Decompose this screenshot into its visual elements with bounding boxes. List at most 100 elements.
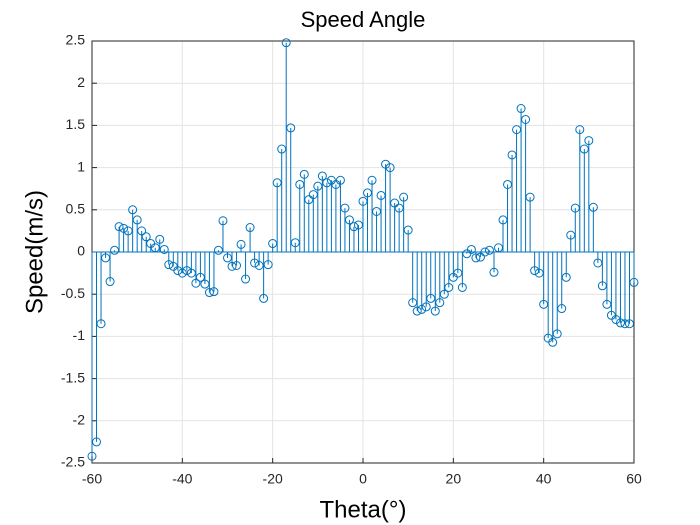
stem-marker xyxy=(200,279,210,289)
stem-marker xyxy=(466,244,476,254)
stem-marker xyxy=(620,319,630,329)
stem-marker xyxy=(566,230,576,240)
stem-marker xyxy=(403,225,413,235)
stem-marker xyxy=(114,222,124,232)
stem-marker xyxy=(516,104,526,114)
stem-marker xyxy=(173,266,183,276)
stem-marker xyxy=(87,451,97,461)
stem-marker xyxy=(444,282,454,292)
y-tick-label: 0 xyxy=(77,243,85,259)
stem-marker xyxy=(290,238,300,248)
stem-marker xyxy=(150,243,160,253)
stem-marker xyxy=(155,234,165,244)
stem-marker xyxy=(584,136,594,146)
stem-marker xyxy=(218,216,228,226)
stem-marker xyxy=(615,318,625,328)
stem-marker xyxy=(353,220,363,230)
stem-marker xyxy=(344,215,354,225)
stem-marker xyxy=(521,114,531,124)
stem-marker xyxy=(313,181,323,191)
stem-marker xyxy=(484,245,494,255)
stem-marker xyxy=(263,260,273,270)
stem-marker xyxy=(259,293,269,303)
stem-marker xyxy=(588,202,598,212)
y-tick-label: 2.5 xyxy=(66,32,86,48)
stem-marker xyxy=(471,253,481,263)
stem-marker xyxy=(92,437,102,447)
stem-marker xyxy=(245,223,255,233)
y-tick-label: -1 xyxy=(73,327,86,343)
stem-marker xyxy=(435,298,445,308)
stem-marker xyxy=(426,293,436,303)
stem-marker xyxy=(561,272,571,282)
stem-marker xyxy=(177,268,187,278)
stem-marker xyxy=(498,215,508,225)
stem-marker xyxy=(494,243,503,253)
stem-marker xyxy=(489,267,499,277)
stem-marker xyxy=(141,232,151,242)
stem-marker xyxy=(480,247,490,257)
stem-marker xyxy=(367,175,377,185)
stem-marker xyxy=(110,245,120,255)
stem-marker xyxy=(602,299,612,309)
stem-marker xyxy=(475,252,485,262)
y-tick-label: -2.5 xyxy=(61,454,85,470)
stem-marker xyxy=(525,192,535,202)
stem-marker xyxy=(101,253,111,263)
stem-marker xyxy=(430,306,440,316)
stem-marker xyxy=(223,253,232,263)
stem-marker xyxy=(557,304,567,314)
stem-marker xyxy=(128,205,138,215)
y-tick-label: -2 xyxy=(73,412,86,428)
x-tick-label: -40 xyxy=(172,471,192,487)
stem-marker xyxy=(349,222,359,232)
stem-marker xyxy=(164,260,174,270)
stem-marker xyxy=(236,239,246,249)
y-axis-label: Speed(m/s) xyxy=(21,190,48,314)
stem-marker xyxy=(182,266,192,276)
stem-marker xyxy=(299,169,309,179)
stem-marker xyxy=(363,188,373,198)
stem-marker xyxy=(340,203,350,213)
x-tick-label: 20 xyxy=(446,471,462,487)
stem-marker xyxy=(209,287,219,297)
stem-marker xyxy=(186,268,196,278)
y-tick-label: -0.5 xyxy=(61,285,85,301)
stem-marker xyxy=(408,298,418,308)
stem-marker xyxy=(250,258,260,268)
stem-marker xyxy=(394,203,404,213)
x-tick-label: 40 xyxy=(536,471,552,487)
stem-marker xyxy=(575,125,585,135)
stem-marker xyxy=(119,223,129,233)
y-tick-label: 2 xyxy=(77,74,85,90)
stem-marker xyxy=(579,144,589,154)
y-tick-label: 0.5 xyxy=(66,201,86,217)
stem-marker xyxy=(232,261,242,271)
stem-marker xyxy=(304,195,314,205)
stem-marker xyxy=(421,302,431,312)
stem-marker xyxy=(335,175,345,185)
stem-marker xyxy=(295,179,305,189)
stem-marker xyxy=(372,206,382,216)
y-tick-label: -1.5 xyxy=(61,369,85,385)
y-tick-label: 1 xyxy=(77,158,85,174)
stem-marker xyxy=(457,282,467,292)
stem-marker xyxy=(96,319,106,329)
stem-marker xyxy=(213,245,223,255)
stem-marker xyxy=(358,196,368,206)
stem-marker xyxy=(254,261,264,271)
stem-marker xyxy=(191,278,201,288)
chart-title: Speed Angle xyxy=(301,7,426,32)
stem-marker xyxy=(624,319,634,329)
stem-marker xyxy=(322,178,332,188)
stem-marker xyxy=(399,192,409,202)
stem-marker xyxy=(385,163,395,173)
stem-marker xyxy=(548,337,558,347)
stem-marker xyxy=(376,190,386,200)
stem-marker xyxy=(534,268,544,278)
stem-marker xyxy=(132,215,142,225)
stem-marker xyxy=(570,203,580,213)
stem-marker xyxy=(277,144,287,154)
